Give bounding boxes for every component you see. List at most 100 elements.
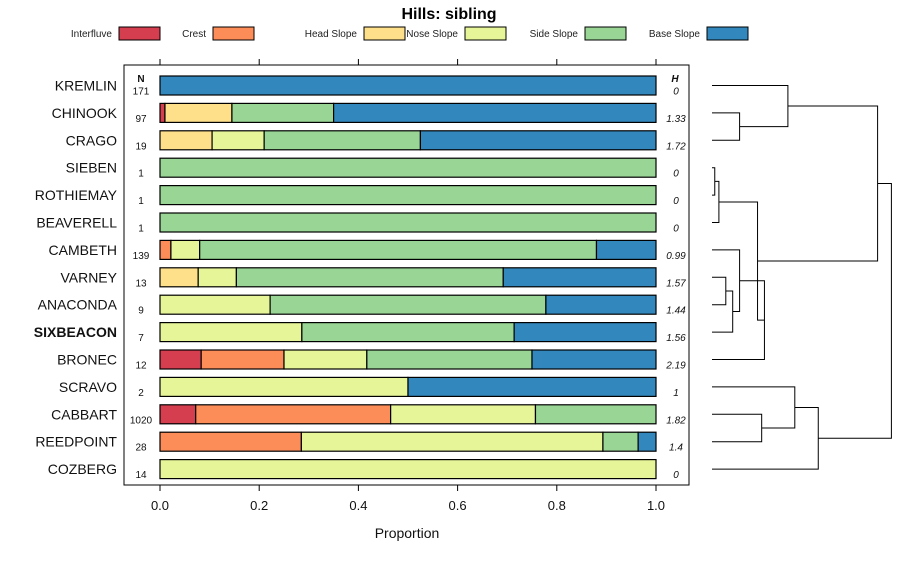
dendrogram-branch <box>818 183 892 439</box>
dendrogram-branch <box>712 280 765 360</box>
bar-segment <box>300 431 604 452</box>
dendrogram-branch <box>712 180 720 223</box>
h-value: 0.99 <box>666 251 686 262</box>
bar-segment <box>159 212 657 233</box>
h-value: 0 <box>673 196 679 207</box>
row-label: SCRAVO <box>59 379 117 395</box>
n-value: 97 <box>135 114 147 125</box>
n-value: 1 <box>138 224 144 235</box>
bar-segment <box>159 376 409 397</box>
x-axis-label: Proportion <box>375 525 440 541</box>
bar-segment <box>333 102 657 124</box>
bar-segment <box>513 322 657 343</box>
n-value: 12 <box>135 361 147 372</box>
h-value: 1.82 <box>666 415 686 426</box>
legend-label: Interfluve <box>71 29 113 40</box>
bar-segment <box>159 185 657 206</box>
row-label: VARNEY <box>60 269 117 285</box>
row: COZBERG 14 0 <box>48 459 679 481</box>
legend-swatch <box>118 26 161 41</box>
h-value: 1 <box>673 388 679 399</box>
x-tick-label: 0.4 <box>349 498 367 513</box>
bar-segment <box>419 130 657 151</box>
bar-segment <box>159 349 202 370</box>
row-label: BRONEC <box>57 352 117 368</box>
row: BRONEC 12 2.19 <box>57 349 686 372</box>
bar-segment <box>195 404 392 425</box>
legend: Interfluve Crest Head Slope Nose Slope Side … <box>71 26 749 41</box>
legend-swatch <box>584 26 627 41</box>
dendrogram-branch <box>712 276 727 306</box>
h-column-header: H <box>671 74 679 85</box>
bar-segment <box>269 294 547 315</box>
h-value: 2.19 <box>665 361 686 372</box>
bar-segment <box>159 322 303 343</box>
n-value: 139 <box>133 251 150 262</box>
n-value: 13 <box>135 278 147 289</box>
h-value: 1.44 <box>666 306 686 317</box>
bar-segment <box>159 75 657 96</box>
bar-segment <box>159 404 197 425</box>
h-value: 1.72 <box>666 141 686 152</box>
bar-segment <box>637 431 657 452</box>
x-tick-label: 0.2 <box>250 498 268 513</box>
x-tick-label: 0.8 <box>548 498 566 513</box>
bar-segment <box>534 404 657 425</box>
row-label: ROTHIEMAY <box>35 187 118 203</box>
dendrogram-branch <box>712 112 741 141</box>
row-label: REEDPOINT <box>35 434 117 450</box>
bar-segment <box>159 239 172 260</box>
legend-label: Crest <box>182 29 206 40</box>
h-value: 0 <box>673 87 679 98</box>
n-value: 9 <box>138 306 144 317</box>
row-label: SIXBEACON <box>34 324 117 340</box>
bar-segment <box>283 349 368 370</box>
dendrogram-branch <box>712 290 734 333</box>
row-label: CAMBETH <box>49 242 117 258</box>
bar-segment <box>159 130 213 151</box>
bar-segment <box>159 157 657 178</box>
dendrogram <box>712 85 892 470</box>
bar-segment <box>199 239 598 260</box>
bar-segment <box>595 239 657 260</box>
dendrogram-branch <box>712 386 796 429</box>
row: CRAGO 19 1.72 <box>66 130 686 152</box>
h-value: 1.4 <box>669 443 683 454</box>
row: ANACONDA 9 1.44 <box>38 294 686 317</box>
n-value: 19 <box>135 141 147 152</box>
x-axis: 0.0 0.2 0.4 0.6 0.8 1.0 <box>151 59 665 513</box>
row: ROTHIEMAY 1 0 <box>35 185 679 207</box>
legend-swatch <box>464 26 507 41</box>
dendrogram-branch <box>712 85 789 128</box>
bar-segment <box>545 294 657 315</box>
row-label: SIEBEN <box>66 160 117 176</box>
legend-label: Head Slope <box>305 29 358 40</box>
bar-segment <box>235 267 504 288</box>
bar-segment <box>211 130 265 151</box>
bar-segment <box>390 404 537 425</box>
x-tick-label: 0.0 <box>151 498 169 513</box>
row-label: CRAGO <box>66 132 117 148</box>
x-tick-label: 1.0 <box>647 498 665 513</box>
legend-label: Nose Slope <box>406 29 458 40</box>
row: REEDPOINT 28 1.4 <box>35 431 683 454</box>
bar-segment <box>159 459 657 480</box>
row: CHINOOK 97 1.33 <box>52 102 686 125</box>
row-label: COZBERG <box>48 461 117 477</box>
row-label: BEAVERELL <box>36 215 117 231</box>
bar-segment <box>200 349 285 370</box>
row: BEAVERELL 1 0 <box>36 212 679 235</box>
h-value: 1.56 <box>666 333 686 344</box>
bar-segment <box>159 102 166 124</box>
bar-segment <box>159 267 199 288</box>
bar-segment <box>366 349 533 370</box>
bar-segment <box>170 239 201 260</box>
n-value: 1 <box>138 196 144 207</box>
n-value: 1 <box>138 169 144 180</box>
legend-swatch <box>706 26 749 41</box>
legend-swatch <box>363 26 406 41</box>
legend-label: Side Slope <box>530 29 579 40</box>
h-value: 1.57 <box>666 278 686 289</box>
row-label: KREMLIN <box>55 78 117 94</box>
row: VARNEY 13 1.57 <box>60 267 686 289</box>
